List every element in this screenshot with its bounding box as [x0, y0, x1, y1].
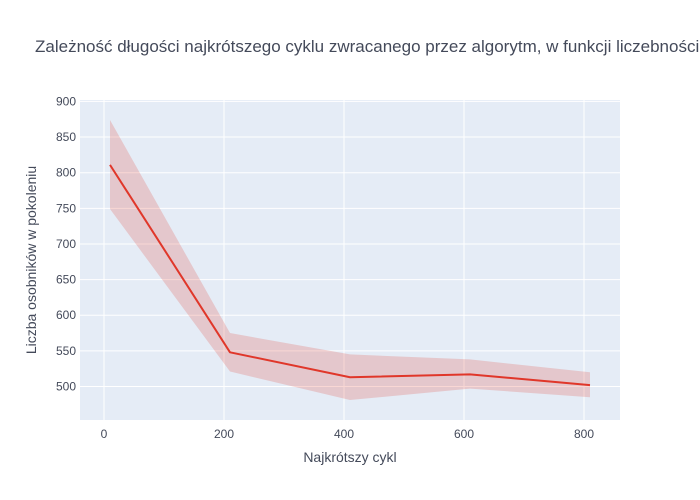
series-line-layer [109, 164, 591, 387]
y-gridlines [80, 100, 620, 388]
y-tick-label-1: 550 [56, 344, 76, 358]
y-tick-label-3: 650 [56, 273, 76, 287]
x-tick-label-0: 0 [101, 427, 108, 441]
y-tick-label-8: 900 [56, 94, 76, 108]
y-tick-label-0: 500 [56, 380, 76, 394]
x-tick-labels: 0 200 400 600 800 [101, 427, 595, 441]
y-tick-label-2: 600 [56, 308, 76, 322]
x-tick-label-3: 600 [454, 427, 474, 441]
y-tick-labels: 500 550 600 650 700 750 800 850 900 [56, 94, 76, 393]
y-tick-label-5: 750 [56, 201, 76, 215]
x-tick-label-1: 200 [214, 427, 234, 441]
y-tick-label-4: 700 [56, 237, 76, 251]
series-line-0 [109, 164, 591, 387]
confidence-band-layer [110, 119, 590, 401]
x-tick-label-4: 800 [574, 427, 594, 441]
y-axis-label: Liczba osobników w pokoleniu [23, 166, 39, 354]
y-tick-label-7: 850 [56, 130, 76, 144]
confidence-band-0 [110, 119, 590, 401]
x-tick-label-2: 400 [334, 427, 354, 441]
chart-title: Zależność długości najkrótszego cyklu zw… [35, 37, 700, 56]
x-gridlines [103, 100, 585, 420]
y-tick-label-6: 800 [56, 166, 76, 180]
x-axis-label: Najkrótszy cykl [303, 449, 396, 465]
